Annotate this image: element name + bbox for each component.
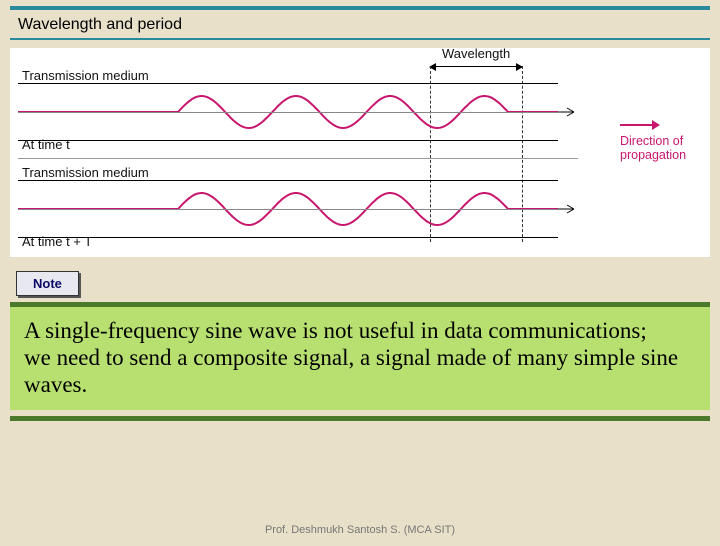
note-body: A single-frequency sine wave is not usef… <box>10 307 710 410</box>
title-underline <box>10 38 710 40</box>
direction-text-1: Direction of <box>620 134 683 148</box>
top-rule <box>10 6 710 10</box>
panel1-bottom-axis <box>18 140 558 141</box>
wave-panel-time-t-plus-T: Transmission medium At time t + T <box>18 163 702 251</box>
wavelength-label: Wavelength <box>442 46 510 61</box>
panel1-label-time: At time t <box>22 137 70 152</box>
panel2-label-time: At time t + T <box>22 234 92 249</box>
direction-text-2: propagation <box>620 148 686 162</box>
note-bottom-rule <box>10 416 710 421</box>
note-row: Note <box>10 271 710 296</box>
panel2-bottom-axis <box>18 237 558 238</box>
note-line-1: A single-frequency sine wave is not usef… <box>24 318 647 343</box>
diagram-area: Wavelength Transmission medium At time t… <box>10 48 710 257</box>
wave-panel-time-t: Transmission medium At time t <box>18 66 702 154</box>
footer-credit: Prof. Deshmukh Santosh S. (MCA SIT) <box>0 524 720 536</box>
note-badge: Note <box>16 271 79 296</box>
panel1-baseline <box>18 112 558 113</box>
panel2-baseline <box>18 209 558 210</box>
note-line-2: we need to send a composite signal, a si… <box>24 345 678 397</box>
direction-arrow-icon <box>620 118 660 132</box>
slide-title: Wavelength and period <box>0 12 720 36</box>
direction-label: Direction of propagation <box>620 118 708 163</box>
panel-separator <box>18 158 578 159</box>
